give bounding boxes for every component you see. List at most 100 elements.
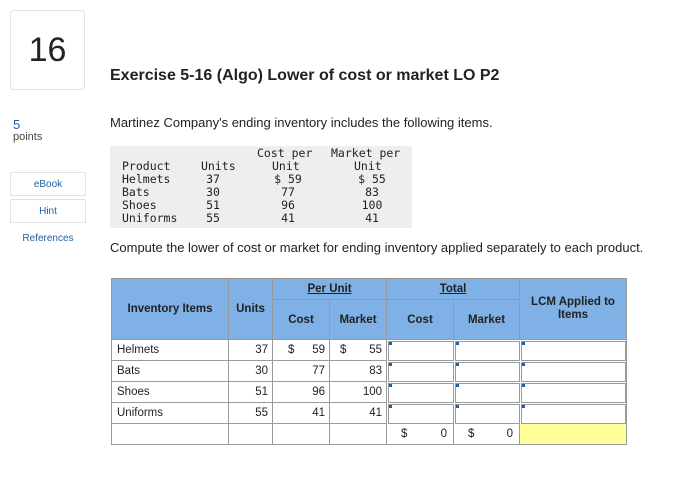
- row-cost-cell: 96: [273, 382, 330, 403]
- given-cost: $ 59: [274, 172, 302, 186]
- given-cost: 77: [281, 185, 295, 199]
- given-header-units: Units: [201, 159, 236, 173]
- row-units: 30: [255, 365, 268, 377]
- question-number: 16: [28, 30, 67, 69]
- hint-button[interactable]: Hint: [10, 199, 86, 223]
- header-cost: Cost: [273, 300, 330, 340]
- total-market-sum-cell: $ 0: [454, 424, 520, 444]
- row-cost: 96: [312, 386, 325, 398]
- row-cost-cell: 77: [273, 361, 330, 382]
- references-button[interactable]: References: [10, 226, 86, 250]
- total-cost-input[interactable]: [388, 383, 454, 403]
- given-product: Bats: [122, 185, 150, 199]
- row-cost: 77: [312, 365, 325, 377]
- input-marker-icon: [522, 342, 525, 345]
- total-cost-sum: 0: [440, 428, 447, 440]
- table-row: Helmets: [112, 340, 229, 361]
- row-item: Uniforms: [117, 407, 164, 419]
- table-row: Bats: [112, 361, 229, 382]
- total-cost-input[interactable]: [388, 341, 454, 361]
- lcm-input[interactable]: [521, 362, 626, 382]
- lcm-input[interactable]: [521, 341, 626, 361]
- total-cost-input[interactable]: [388, 362, 454, 382]
- header-market: Market: [330, 300, 387, 340]
- header-total: Total: [387, 279, 520, 300]
- row-item: Helmets: [117, 344, 160, 356]
- input-marker-icon: [456, 405, 459, 408]
- points-value: 5: [13, 117, 21, 132]
- problem-intro: Martinez Company's ending inventory incl…: [110, 115, 493, 130]
- lcm-input[interactable]: [521, 383, 626, 403]
- totals-cost-cell: [273, 424, 330, 444]
- total-market-input[interactable]: [455, 383, 520, 403]
- exercise-title: Exercise 5-16 (Algo) Lower of cost or ma…: [110, 67, 500, 84]
- given-market: 83: [365, 185, 379, 199]
- given-market: $ 55: [358, 172, 386, 186]
- header-total-cost: Cost: [387, 300, 454, 340]
- total-cost-sum-currency: $: [401, 428, 408, 440]
- row-market-currency: $: [340, 344, 347, 356]
- input-marker-icon: [456, 342, 459, 345]
- given-header-market-per: Market per: [331, 146, 401, 160]
- given-units: 30: [206, 185, 220, 199]
- given-header-cost-per: Cost per: [257, 146, 313, 160]
- total-cost-sum-cell: $ 0: [387, 424, 454, 444]
- total-market-input[interactable]: [455, 341, 520, 361]
- input-marker-icon: [389, 384, 392, 387]
- lcm-total-input[interactable]: [520, 424, 626, 444]
- row-units-cell: 51: [229, 382, 273, 403]
- given-header-product: Product: [122, 159, 171, 173]
- header-units: Units: [229, 279, 273, 340]
- input-marker-icon: [389, 342, 392, 345]
- header-total-market-label: Market: [467, 314, 506, 326]
- given-units: 37: [206, 172, 220, 186]
- instruction-text: Compute the lower of cost or market for …: [110, 240, 644, 255]
- header-total-market: Market: [454, 300, 520, 340]
- total-market-sum-currency: $: [468, 428, 475, 440]
- table-row: Shoes: [112, 382, 229, 403]
- given-market: 100: [361, 198, 383, 212]
- totals-row: [112, 424, 229, 444]
- row-item: Bats: [117, 365, 141, 377]
- row-market-cell: 41: [330, 403, 387, 424]
- given-units: 51: [206, 198, 220, 212]
- header-cost-label: Cost: [288, 314, 314, 326]
- header-units-label: Units: [236, 303, 265, 315]
- header-inventory-items: Inventory Items: [112, 279, 229, 340]
- row-market: 83: [369, 365, 382, 377]
- row-cost-cell: $ 59: [273, 340, 330, 361]
- given-cost: 41: [281, 211, 295, 225]
- totals-units-cell: [229, 424, 273, 444]
- ebook-button[interactable]: eBook: [10, 172, 86, 196]
- row-market-cell: $ 55: [330, 340, 387, 361]
- given-data-table: Cost per Market per Product Units Unit U…: [110, 146, 412, 228]
- total-market-input[interactable]: [455, 404, 520, 424]
- header-per-unit: Per Unit: [273, 279, 387, 300]
- input-marker-icon: [522, 384, 525, 387]
- total-market-input[interactable]: [455, 362, 520, 382]
- input-marker-icon: [389, 405, 392, 408]
- lcm-input[interactable]: [521, 404, 626, 424]
- row-units: 37: [255, 344, 268, 356]
- total-market-sum: 0: [506, 428, 513, 440]
- row-units-cell: 30: [229, 361, 273, 382]
- header-market-label: Market: [339, 314, 377, 326]
- input-marker-icon: [456, 363, 459, 366]
- given-units: 55: [206, 211, 220, 225]
- table-row: Uniforms: [112, 403, 229, 424]
- row-market-cell: 83: [330, 361, 387, 382]
- given-cost: 96: [281, 198, 295, 212]
- given-market: 41: [365, 211, 379, 225]
- row-cost-currency: $: [288, 344, 295, 356]
- header-total-label: Total: [439, 283, 467, 295]
- input-marker-icon: [522, 405, 525, 408]
- input-marker-icon: [522, 363, 525, 366]
- row-item: Shoes: [117, 386, 150, 398]
- row-market: 41: [369, 407, 382, 419]
- row-cost: 59: [312, 344, 325, 356]
- total-cost-input[interactable]: [388, 404, 454, 424]
- given-header-cost-unit: Unit: [272, 159, 300, 173]
- row-cost-cell: 41: [273, 403, 330, 424]
- input-marker-icon: [456, 384, 459, 387]
- given-header-market-unit: Unit: [354, 159, 382, 173]
